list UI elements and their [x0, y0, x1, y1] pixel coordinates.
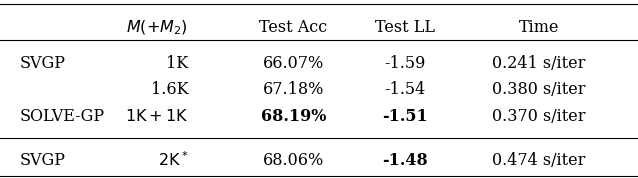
Text: 68.19%: 68.19%: [261, 108, 326, 125]
Text: 67.18%: 67.18%: [263, 81, 324, 98]
Text: $M(+M_2)$: $M(+M_2)$: [126, 18, 188, 37]
Text: -1.48: -1.48: [382, 152, 428, 169]
Text: 0.474 s/iter: 0.474 s/iter: [493, 152, 586, 169]
Text: 0.380 s/iter: 0.380 s/iter: [493, 81, 586, 98]
Text: 68.06%: 68.06%: [263, 152, 324, 169]
Text: SOLVE-GP: SOLVE-GP: [19, 108, 104, 125]
Text: Test LL: Test LL: [375, 19, 435, 36]
Text: 0.241 s/iter: 0.241 s/iter: [493, 55, 586, 72]
Text: 1K: 1K: [166, 55, 188, 72]
Text: -1.54: -1.54: [385, 81, 426, 98]
Text: 0.370 s/iter: 0.370 s/iter: [493, 108, 586, 125]
Text: SVGP: SVGP: [19, 152, 65, 169]
Text: -1.51: -1.51: [382, 108, 428, 125]
Text: $1\mathrm{K} + 1\mathrm{K}$: $1\mathrm{K} + 1\mathrm{K}$: [125, 108, 188, 125]
Text: Time: Time: [519, 19, 560, 36]
Text: 1.6K: 1.6K: [151, 81, 188, 98]
Text: Test Acc: Test Acc: [260, 19, 327, 36]
Text: -1.59: -1.59: [385, 55, 426, 72]
Text: $2\mathrm{K}^*$: $2\mathrm{K}^*$: [158, 151, 188, 170]
Text: 66.07%: 66.07%: [263, 55, 324, 72]
Text: SVGP: SVGP: [19, 55, 65, 72]
